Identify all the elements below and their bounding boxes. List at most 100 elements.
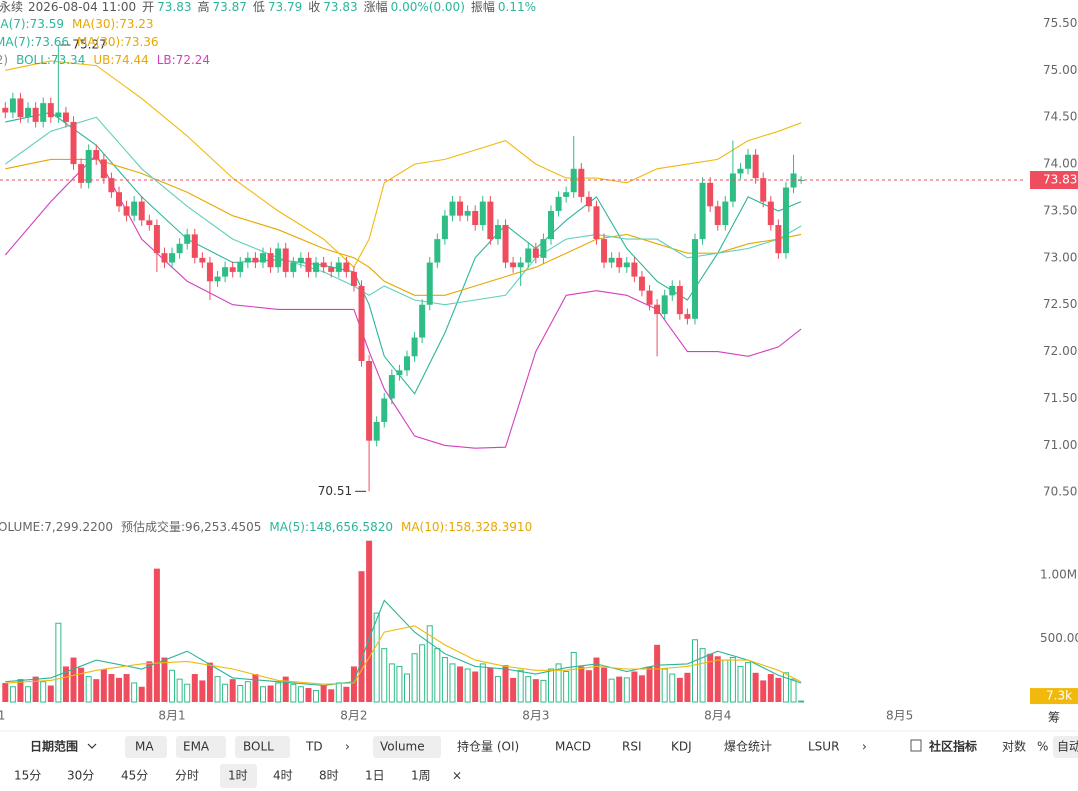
toolbar-button[interactable]: › (862, 740, 867, 754)
chevron[interactable] (87, 743, 97, 749)
volume-bar (206, 662, 213, 702)
interval-button[interactable]: 分时 (175, 769, 199, 783)
interval-button[interactable]: 45分 (121, 769, 148, 783)
volume-bar (722, 659, 729, 703)
toolbar-button[interactable]: MACD (555, 740, 591, 754)
volume-bar (479, 663, 486, 703)
volume-bar (661, 668, 668, 703)
volume-bar (593, 657, 600, 702)
candle-body (676, 285, 683, 315)
volume-tick-label: 500.00K (1040, 631, 1078, 645)
toolbar-button[interactable]: 持仓量 (OI) (457, 739, 519, 754)
volume-bar (669, 673, 676, 703)
volume-bar (2, 682, 9, 702)
interval-button[interactable]: 15分 (14, 769, 41, 783)
candle-body (419, 304, 426, 338)
volume-badge (1030, 688, 1078, 705)
toolbar-button[interactable]: Volume (380, 740, 425, 754)
candle-body (93, 150, 100, 160)
interval-button[interactable]: 4时 (273, 769, 293, 783)
toolbar-button-bg (373, 736, 441, 758)
candle-body (381, 398, 388, 422)
volume-bar (55, 622, 62, 703)
candle-body (146, 220, 153, 226)
candle-body (70, 121, 77, 165)
volume-bar (176, 678, 183, 703)
volume-bar (760, 680, 767, 702)
volume-bar (631, 671, 638, 702)
toolbar-button[interactable]: RSI (622, 740, 642, 754)
toolbar-button[interactable]: % (1037, 740, 1048, 754)
toolbar-button[interactable]: KDJ (671, 740, 692, 754)
candle-body (259, 253, 266, 263)
candle-body (608, 257, 615, 263)
toolbar-button[interactable]: 日期范围 (30, 739, 78, 754)
candle-body (638, 276, 645, 291)
toolbar-button[interactable]: 社区指标 (928, 739, 977, 754)
candle-body (320, 262, 327, 268)
legend-row: MA(7):73.66 MA(30):73.36 (0, 35, 159, 49)
volume-bar (555, 663, 562, 703)
candle-body (244, 257, 251, 263)
candle-body (328, 267, 335, 272)
field-value: 73.83 (323, 0, 357, 14)
volume-bar (616, 676, 623, 702)
candle-body (464, 210, 471, 216)
toolbar-button[interactable]: 对数 (1002, 739, 1026, 754)
x-tick-label: 8月1 (158, 709, 185, 723)
indicator-line (4, 153, 802, 449)
candle-body (707, 182, 714, 207)
candle-body (335, 262, 342, 272)
volume-bar (525, 676, 532, 703)
volume-bar (381, 648, 388, 703)
interval-button[interactable]: 1周 (411, 769, 431, 783)
interval-button[interactable]: × (452, 769, 462, 783)
field-label: 开 (142, 0, 154, 14)
y-tick-label: 71.00 (1043, 438, 1077, 452)
candle-body (267, 253, 274, 268)
candle-body (532, 248, 539, 258)
legend-item: 预估成交量:96,253.4505 (121, 519, 261, 534)
candle-body (358, 285, 365, 361)
volume-bar (510, 677, 517, 702)
y-tick-label: 72.00 (1043, 344, 1077, 358)
candle-body (692, 239, 699, 319)
toolbar-button[interactable]: BOLL (243, 740, 274, 754)
candle-body (290, 262, 297, 272)
toolbar-button[interactable]: LSUR (808, 740, 839, 754)
toolbar-button[interactable]: › (345, 740, 350, 754)
interval-button[interactable]: 30分 (67, 769, 94, 783)
candle-body (62, 112, 69, 122)
volume-bar (115, 677, 122, 702)
volume-bar (297, 686, 304, 703)
volume-bar (320, 685, 327, 702)
volume-bar (745, 662, 752, 703)
candle-body (40, 103, 47, 122)
candle-body (654, 304, 661, 315)
interval-button[interactable]: 1日 (365, 769, 385, 783)
interval-button[interactable]: 8时 (319, 769, 339, 783)
toolbar-button[interactable]: TD (305, 740, 323, 754)
interval-button[interactable]: 1时 (228, 769, 248, 783)
legend-item: MA(10):158,328.3910 (401, 520, 532, 534)
volume-bar (40, 681, 47, 703)
volume-bar (131, 682, 138, 703)
volume-bar (502, 665, 509, 702)
volume-bar (85, 676, 92, 703)
volume-bar (775, 677, 782, 702)
volume-bar (714, 656, 721, 702)
toolbar-button[interactable]: EMA (183, 740, 210, 754)
candle-body (563, 192, 570, 197)
volume-bar (419, 644, 426, 703)
toolbar-button[interactable]: 自动 (1057, 740, 1078, 754)
candle-body (517, 262, 524, 268)
candle-body (479, 201, 486, 226)
candle-body (745, 154, 752, 169)
toolbar-button[interactable]: MA (135, 740, 154, 754)
candle-body (669, 285, 676, 296)
toolbar-button[interactable]: 爆仓统计 (724, 740, 772, 754)
edit-icon[interactable] (910, 739, 922, 752)
candle-body (616, 257, 623, 268)
volume-bar (100, 668, 107, 702)
toolbar-button-bg (1053, 736, 1078, 758)
